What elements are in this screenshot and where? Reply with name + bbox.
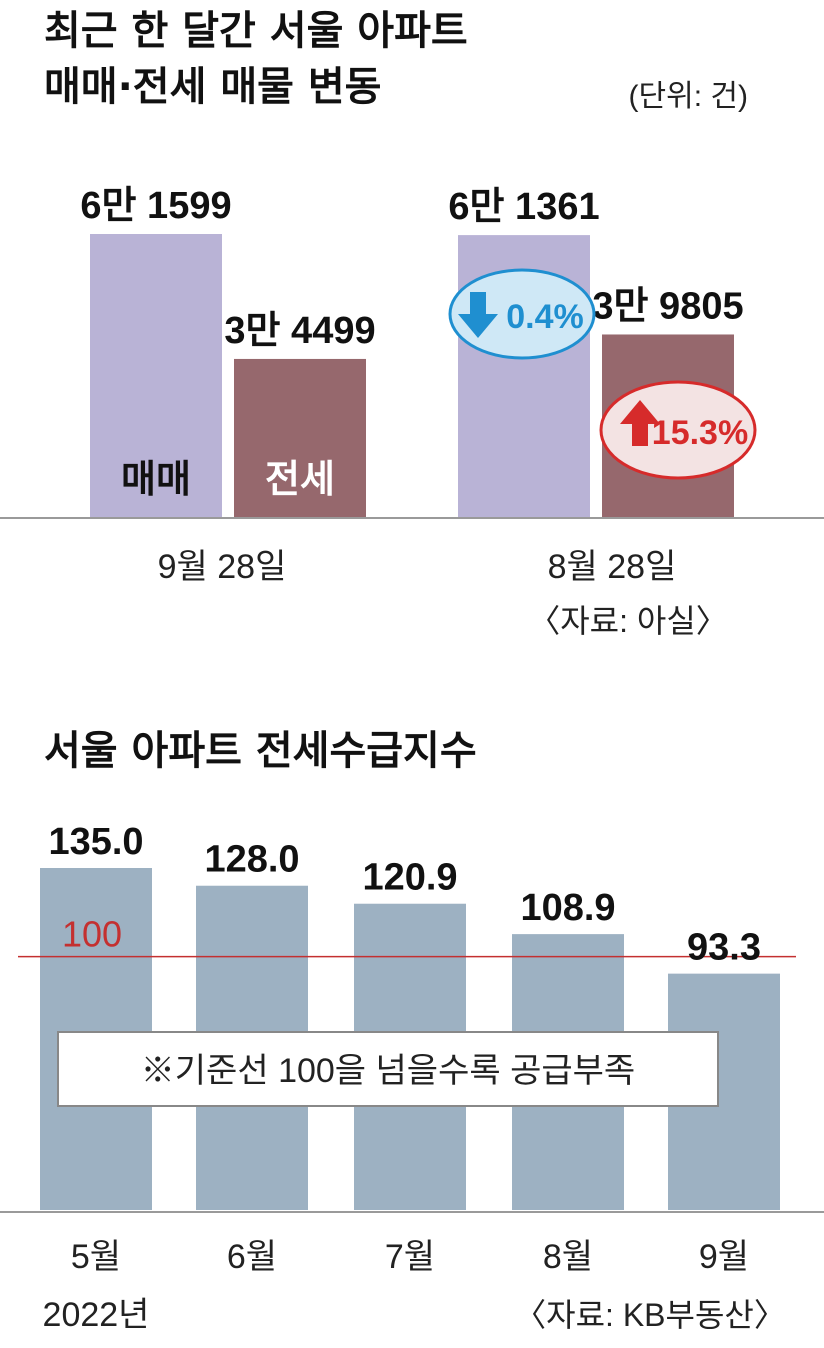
category-aug: 8월	[543, 1238, 593, 1276]
up-arrow-icon	[620, 400, 660, 446]
category-jun: 6월	[227, 1238, 277, 1276]
label-sep: 93.3	[687, 927, 761, 969]
annotation-jeonse-value: 15.3%	[652, 414, 748, 452]
chart1-category-sep28: 9월 28일	[158, 548, 287, 586]
down-arrow-icon	[458, 292, 498, 338]
bar-sale-sep28	[90, 234, 222, 518]
chart1-title-line1: 최근 한 달간 서울 아파트	[44, 8, 468, 54]
label-jeonse-aug28: 3만 9805	[592, 285, 743, 327]
note-box	[57, 1031, 719, 1107]
label-aug: 108.9	[520, 887, 615, 929]
label-jun: 128.0	[204, 839, 299, 881]
bar-jeonse-sep28	[234, 358, 366, 518]
chart1-source: 〈자료: 아실〉	[528, 603, 728, 639]
chart1-unit: (단위: 건)	[629, 80, 748, 113]
chart2-note: ※기준선 100을 넘을수록 공급부족	[57, 1031, 719, 1107]
chart1-category-aug28: 8월 28일	[548, 548, 677, 586]
annotation-sale-value: 0.4%	[506, 298, 584, 336]
chart1-title-line2: 매매·전세 매물 변동	[44, 64, 381, 110]
reference-line-label: 100	[62, 914, 122, 955]
note-text: ※기준선 100을 넘을수록 공급부족	[141, 1052, 635, 1090]
label-sale-sep28: 6만 1599	[80, 185, 231, 227]
year-label: 2022년	[43, 1296, 150, 1334]
chart2-title: 서울 아파트 전세수급지수	[44, 728, 477, 774]
series-name-jeonse: 전세	[265, 459, 335, 501]
label-jul: 120.9	[362, 857, 457, 899]
annotation-sale-change: 0.4%	[448, 268, 596, 360]
label-may: 135.0	[48, 821, 143, 863]
label-jeonse-sep28: 3만 4499	[224, 310, 375, 352]
label-sale-aug28: 6만 1361	[448, 186, 599, 228]
series-name-sale: 매매	[121, 459, 191, 501]
category-may: 5월	[71, 1238, 121, 1276]
annotation-jeonse-change: 15.3%	[599, 380, 757, 480]
chart1-title: 최근 한 달간 서울 아파트 매매·전세 매물 변동	[44, 8, 468, 110]
category-jul: 7월	[385, 1238, 435, 1276]
category-sep: 9월	[699, 1238, 749, 1276]
chart2-source: 〈자료: KB부동산〉	[514, 1297, 786, 1333]
